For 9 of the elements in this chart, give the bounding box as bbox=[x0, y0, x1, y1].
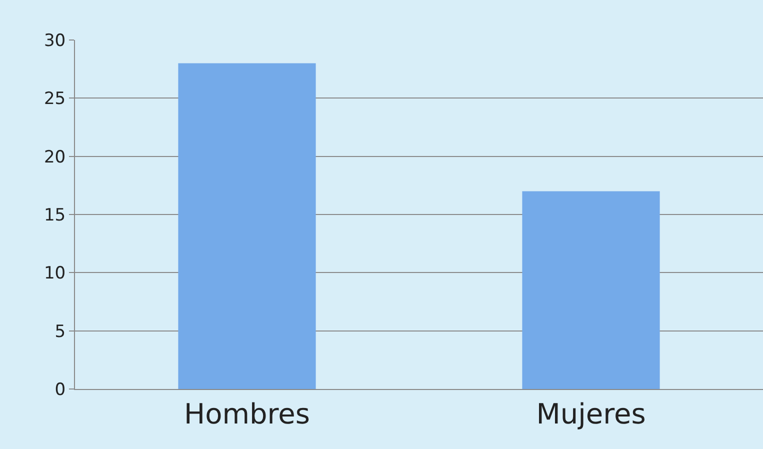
y-tick-label: 10 bbox=[44, 264, 66, 284]
x-tick-label: Hombres bbox=[184, 398, 310, 431]
x-tick-label: Mujeres bbox=[536, 398, 646, 431]
y-tick-label: 25 bbox=[44, 89, 66, 110]
y-tick-label: 5 bbox=[54, 322, 66, 342]
y-tick-label: 15 bbox=[44, 205, 66, 226]
y-tick-label: 0 bbox=[54, 380, 66, 400]
y-tick-label: 30 bbox=[44, 30, 66, 51]
y-tick-label: 20 bbox=[44, 147, 66, 168]
